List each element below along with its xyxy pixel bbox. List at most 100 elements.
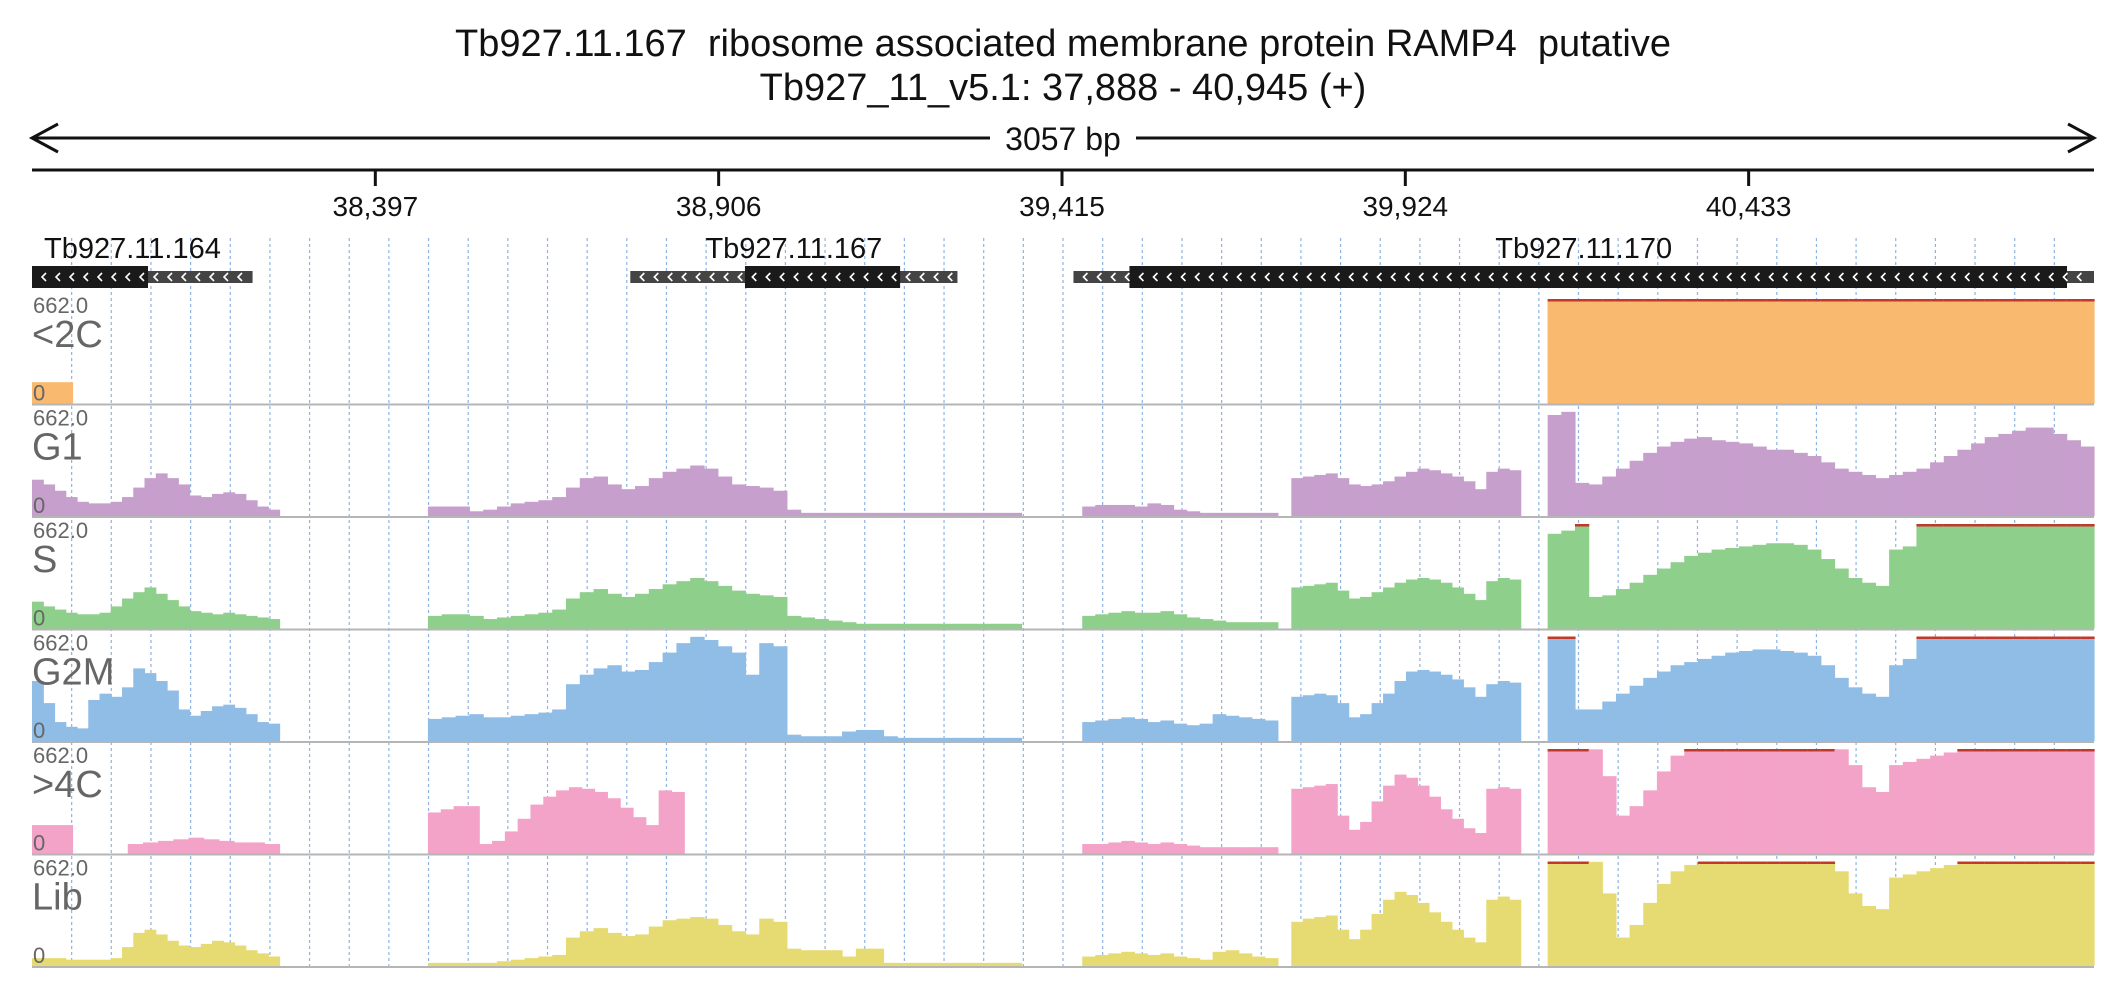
coverage-bar bbox=[1360, 929, 1373, 966]
strand-arrow bbox=[1544, 272, 1551, 282]
coverage-bar bbox=[1697, 749, 1713, 854]
coverage-bar bbox=[1861, 582, 1877, 629]
coverage-bar bbox=[178, 709, 191, 741]
coverage-bar bbox=[1486, 899, 1499, 966]
coverage-bar bbox=[1848, 893, 1863, 966]
coverage-bar bbox=[1766, 543, 1781, 629]
coverage-bar bbox=[1440, 921, 1453, 966]
clip-marker bbox=[1957, 299, 1972, 302]
strand-arrow bbox=[1558, 272, 1565, 282]
coverage-bar bbox=[648, 478, 664, 516]
clip-marker bbox=[1752, 861, 1767, 864]
coverage-bar bbox=[1725, 749, 1740, 854]
strand-arrow bbox=[1838, 272, 1845, 282]
coverage-bar bbox=[1302, 787, 1315, 854]
clip-marker bbox=[2080, 861, 2095, 864]
coverage-bar bbox=[538, 712, 553, 741]
coverage-bar bbox=[579, 592, 595, 629]
coverage-bar bbox=[2080, 446, 2095, 516]
coverage-bar bbox=[593, 928, 608, 966]
clip-marker bbox=[1971, 524, 1986, 527]
coverage-bar bbox=[1656, 446, 1672, 516]
clip-marker bbox=[1697, 299, 1713, 302]
coverage-bar bbox=[1547, 636, 1562, 741]
coverage-bar bbox=[717, 585, 733, 629]
coverage-bar bbox=[635, 669, 650, 741]
coverage-bar bbox=[1451, 929, 1464, 966]
clip-marker bbox=[2066, 299, 2081, 302]
clip-marker bbox=[1738, 861, 1754, 864]
coverage-bar bbox=[731, 590, 747, 629]
coverage-bar bbox=[1314, 693, 1327, 741]
coverage-bar bbox=[1697, 299, 1713, 404]
coverage-bar bbox=[1643, 677, 1658, 741]
coverage-bar bbox=[1957, 861, 1972, 966]
strand-arrow bbox=[1572, 272, 1579, 282]
coverage-bar bbox=[1711, 655, 1726, 741]
coverage-bar bbox=[828, 736, 843, 741]
strand-arrow bbox=[695, 272, 701, 282]
coverage-bar bbox=[676, 918, 691, 966]
clip-marker bbox=[2039, 299, 2054, 302]
gene-label: Tb927.11.164 bbox=[44, 233, 221, 265]
coverage-bar bbox=[110, 696, 123, 741]
coverage-bar bbox=[552, 609, 567, 629]
coverage-bar bbox=[966, 512, 981, 516]
coverage-bar bbox=[855, 623, 871, 629]
coverage-bar bbox=[1212, 714, 1227, 741]
clip-marker bbox=[1711, 861, 1726, 864]
strand-arrow bbox=[68, 272, 75, 282]
x-tick-label: 39,415 bbox=[1019, 191, 1105, 222]
strand-arrow bbox=[1516, 272, 1523, 282]
coverage-bar bbox=[1834, 299, 1849, 404]
coverage-bar bbox=[469, 962, 484, 966]
coverage-bar bbox=[1264, 622, 1279, 629]
coverage-bar bbox=[1337, 703, 1350, 741]
coverage-bar bbox=[2012, 430, 2027, 516]
coverage-bar bbox=[43, 958, 56, 966]
strand-arrow bbox=[667, 272, 673, 282]
coverage-bar bbox=[607, 665, 622, 741]
strand-arrow bbox=[124, 272, 131, 282]
coverage-bar bbox=[1147, 954, 1162, 966]
coverage-bar bbox=[1212, 620, 1227, 629]
coverage-bar bbox=[1173, 614, 1188, 629]
coverage-bar bbox=[2039, 636, 2054, 741]
coverage-bar bbox=[1752, 544, 1767, 629]
coverage-bar bbox=[1360, 821, 1373, 854]
coverage-bar bbox=[1656, 771, 1672, 854]
coverage-bar bbox=[1173, 844, 1188, 854]
coverage-bar bbox=[800, 950, 816, 966]
coverage-bar bbox=[1337, 929, 1350, 966]
clip-marker bbox=[1889, 299, 1904, 302]
coverage-bar bbox=[924, 962, 940, 966]
coverage-bar bbox=[1314, 917, 1327, 966]
clip-marker bbox=[2012, 861, 2027, 864]
coverage-bar bbox=[1314, 785, 1327, 854]
x-ticks: 38,397 38,906 39,415 39,924 40,433 bbox=[333, 170, 1791, 222]
track-max-label: 662.0 bbox=[33, 743, 88, 768]
coverage-bar bbox=[855, 512, 871, 516]
coverage-bar bbox=[1930, 868, 1945, 966]
coverage-bar bbox=[524, 501, 539, 516]
strand-arrow bbox=[709, 272, 715, 282]
strand-arrow bbox=[1264, 272, 1271, 282]
coverage-bar bbox=[200, 612, 213, 629]
strand-arrow bbox=[821, 272, 827, 282]
coverage-bar bbox=[257, 722, 269, 741]
coverage-bar bbox=[1588, 861, 1603, 966]
coverage-bar bbox=[122, 497, 134, 516]
coverage-tracks: 662.0<2C0662.0G10662.0S0662.0G2M0662.0>4… bbox=[32, 293, 2095, 968]
strand-arrow bbox=[919, 272, 925, 282]
x-tick-label: 39,924 bbox=[1362, 191, 1448, 222]
coverage-bar bbox=[1147, 844, 1162, 854]
coverage-bar bbox=[1848, 687, 1863, 741]
coverage-bar bbox=[1451, 818, 1464, 854]
strand-arrow bbox=[877, 272, 883, 282]
coverage-bar bbox=[479, 844, 493, 854]
coverage-bar bbox=[65, 612, 78, 629]
coverage-bar bbox=[1108, 504, 1122, 516]
strand-arrow bbox=[1110, 272, 1117, 282]
coverage-bar bbox=[54, 490, 67, 516]
coverage-bar bbox=[1807, 456, 1822, 516]
